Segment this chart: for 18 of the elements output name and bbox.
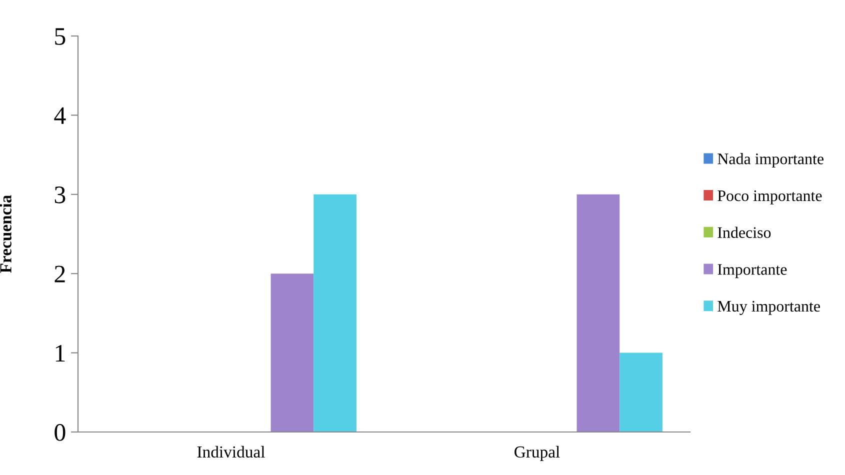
bar (314, 194, 356, 432)
legend-label: Nada importante (718, 153, 824, 168)
bar (270, 274, 314, 432)
x-tick-label: Individual (197, 446, 265, 458)
y-tick-label: 5 (55, 28, 66, 45)
legend-label: Importante (718, 264, 787, 278)
legend-label: Poco importante (718, 190, 822, 204)
bar (576, 194, 620, 432)
legend-label: Indeciso (718, 226, 771, 238)
y-tick-label: 2 (54, 266, 65, 282)
y-tick-label: 4 (54, 107, 66, 124)
x-tick-label: Grupal (514, 446, 560, 462)
bar (620, 352, 662, 432)
y-axis-title: Frecuencia (0, 195, 12, 273)
y-tick-label: 0 (54, 424, 66, 441)
y-tick-label: 1 (56, 344, 65, 362)
y-tick-label: 3 (54, 186, 66, 204)
legend-label: Muy importante (718, 300, 820, 315)
